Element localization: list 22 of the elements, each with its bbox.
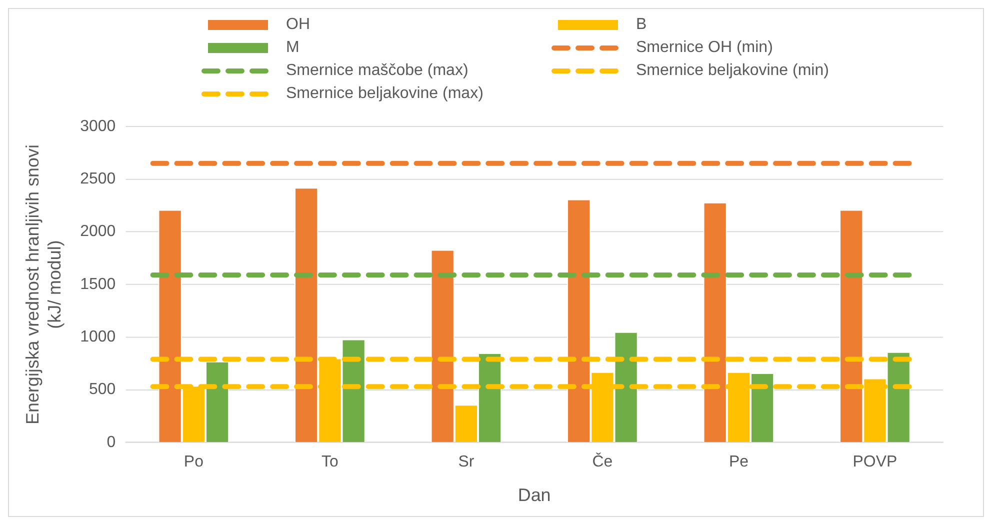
x-tick-label: To bbox=[322, 453, 338, 470]
legend-label: Smernice OH (min) bbox=[636, 38, 773, 56]
x-axis-title: Dan bbox=[518, 485, 551, 506]
x-tick-label: Če bbox=[592, 452, 613, 470]
legend-label: Smernice maščobe (max) bbox=[286, 62, 468, 80]
legend-label: OH bbox=[286, 16, 310, 34]
x-tick-label: Sr bbox=[458, 453, 475, 470]
y-tick-label: 500 bbox=[88, 381, 116, 398]
x-tick-label: Po bbox=[184, 453, 204, 470]
legend-label: Smernice beljakovine (max) bbox=[286, 84, 484, 102]
legend-label: B bbox=[636, 16, 647, 34]
legend-label: Smernice beljakovine (min) bbox=[636, 62, 829, 80]
y-tick-label: 2000 bbox=[80, 223, 116, 240]
y-tick-label: 3000 bbox=[80, 118, 116, 135]
y-tick-label: 0 bbox=[106, 434, 116, 451]
y-tick-label: 1000 bbox=[80, 328, 116, 346]
x-tick-label: Pe bbox=[728, 453, 749, 470]
legend-label: M bbox=[286, 38, 300, 56]
y-tick-label: 1500 bbox=[80, 276, 116, 293]
x-tick-label: POVP bbox=[852, 453, 898, 470]
y-axis-title: Energijska vrednost hranljivih snovi (kJ/ modul) bbox=[22, 144, 64, 424]
y-tick-label: 2500 bbox=[80, 170, 116, 188]
